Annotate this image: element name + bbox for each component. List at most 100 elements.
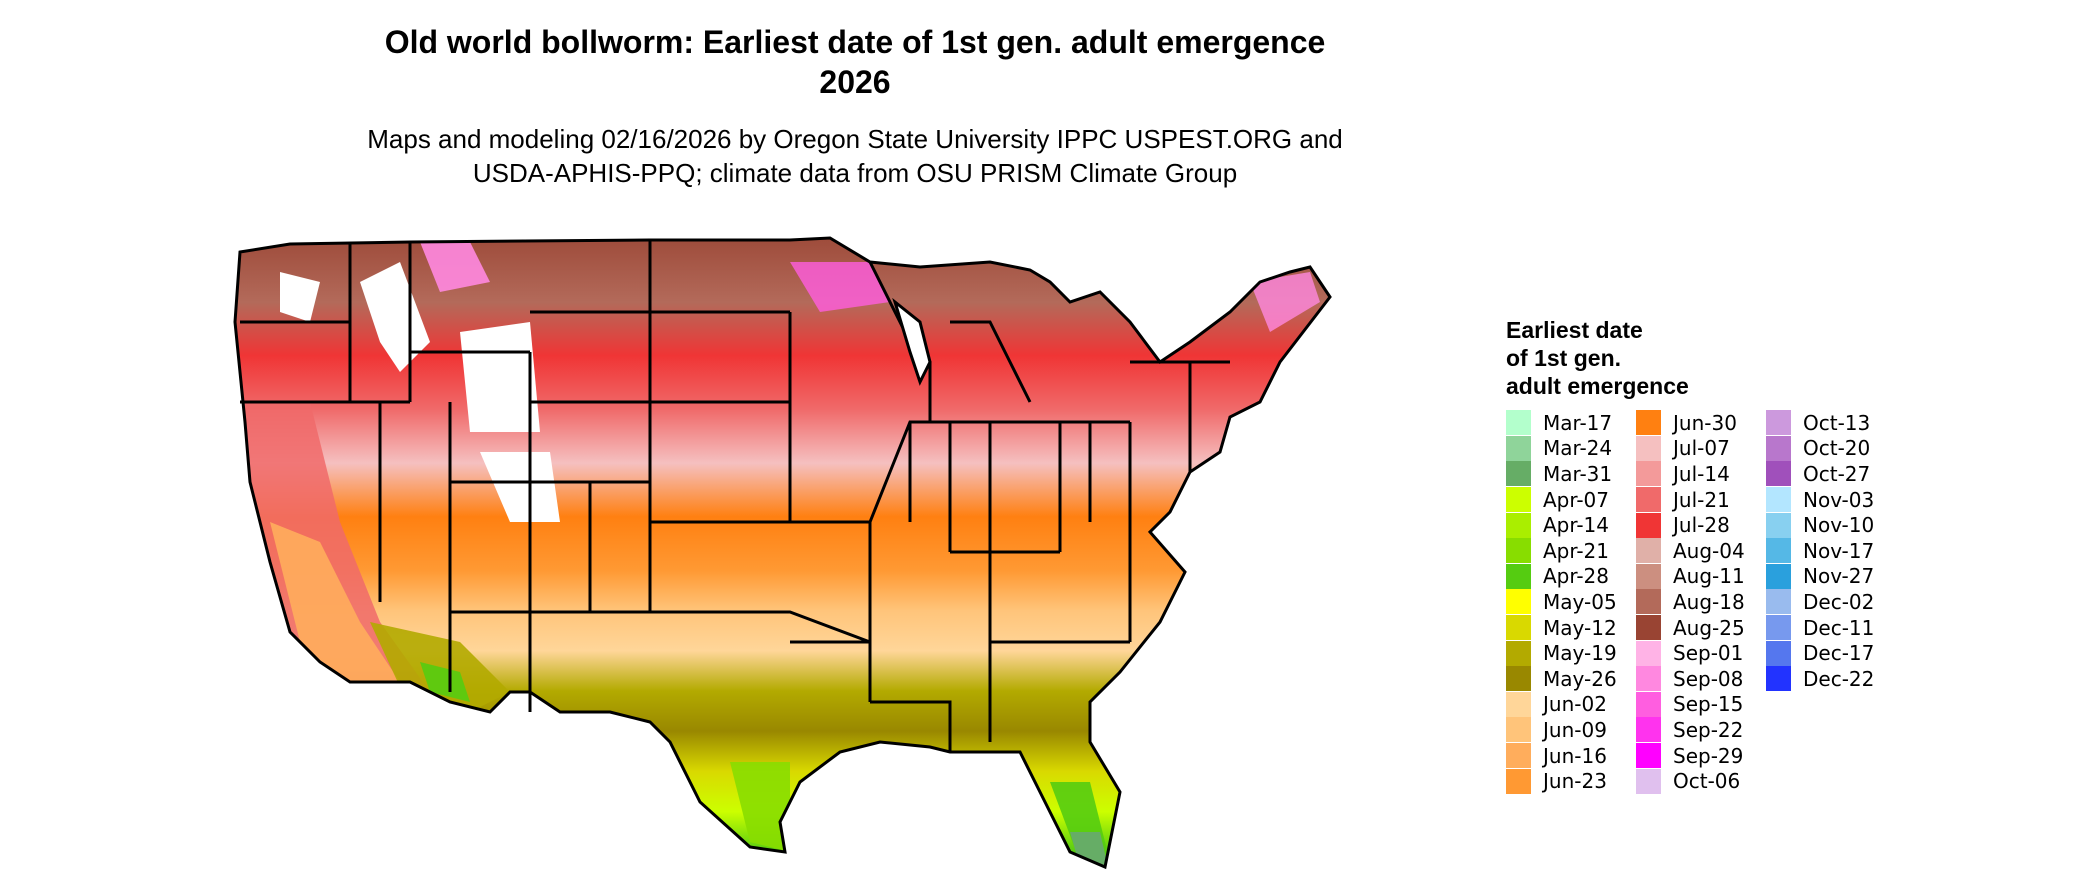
legend-swatch — [1766, 615, 1791, 641]
legend-item-sep-22: Sep-22 — [1636, 717, 1766, 743]
legend-item-oct-13: Oct-13 — [1766, 410, 1896, 436]
legend-swatch — [1506, 512, 1531, 538]
legend-item-sep-29: Sep-29 — [1636, 743, 1766, 769]
legend-label: May-05 — [1543, 589, 1617, 614]
legend-item-apr-14: Apr-14 — [1506, 512, 1636, 538]
legend-swatch — [1766, 589, 1791, 615]
legend-swatch — [1506, 666, 1531, 692]
legend-label: May-19 — [1543, 641, 1617, 666]
legend-label: Jul-28 — [1673, 513, 1730, 538]
map-title-year: 2026 — [819, 64, 891, 100]
legend-label: Apr-14 — [1543, 513, 1609, 538]
legend-item-jun-02: Jun-02 — [1506, 691, 1636, 718]
legend-swatch — [1506, 589, 1531, 615]
maine-zone — [1250, 272, 1320, 332]
legend-swatch — [1506, 410, 1531, 436]
legend-label: Dec-17 — [1803, 641, 1875, 666]
legend-swatch — [1636, 768, 1661, 794]
legend-item-jul-28: Jul-28 — [1636, 512, 1766, 538]
map-title: Old world bollworm: Earliest date of 1st… — [384, 24, 1326, 60]
legend-item-jul-21: Jul-21 — [1636, 487, 1766, 513]
california-valley-zone — [270, 522, 400, 682]
legend-title: Earliest date of 1st gen. adult emergenc… — [1506, 316, 1926, 400]
legend-label: Jul-07 — [1673, 436, 1730, 461]
legend-label: Sep-15 — [1673, 692, 1744, 717]
legend-item-nov-03: Nov-03 — [1766, 487, 1896, 513]
state-boundaries — [233, 236, 1332, 869]
legend-swatch — [1506, 717, 1531, 743]
legend-item-may-12: May-12 — [1506, 615, 1636, 641]
legend-item-dec-11: Dec-11 — [1766, 615, 1896, 641]
legend-label: Aug-25 — [1673, 615, 1745, 640]
legend-column-2: Jun-30 Jul-07 Jul-14 Jul-21 Jul-28 Aug-04 Aug-… — [1636, 410, 1766, 794]
legend-swatch — [1636, 410, 1661, 436]
legend-label: Oct-06 — [1673, 769, 1741, 794]
legend-item-jun-09: Jun-09 — [1506, 717, 1636, 743]
legend-label: Aug-11 — [1673, 564, 1745, 589]
legend-swatch — [1506, 435, 1531, 461]
legend-title-line-1: Earliest date — [1506, 317, 1643, 343]
legend-label: Oct-27 — [1803, 461, 1871, 486]
legend-swatch — [1506, 563, 1531, 589]
legend-label: May-26 — [1543, 666, 1617, 691]
legend-item-may-05: May-05 — [1506, 589, 1636, 615]
legend-swatch — [1636, 666, 1661, 692]
legend-swatch — [1636, 640, 1661, 666]
map-legend: Earliest date of 1st gen. adult emergenc… — [1506, 316, 1926, 890]
legend-swatch — [1766, 640, 1791, 666]
legend-column-3: Oct-13 Oct-20 Oct-27 Nov-03 Nov-10 Nov-17 Nov-… — [1766, 410, 1896, 692]
high-elevation-colorado — [480, 452, 560, 522]
legend-swatch — [1636, 691, 1661, 717]
legend-swatch — [1636, 743, 1661, 769]
high-elevation-wyoming — [460, 322, 540, 432]
legend-item-sep-15: Sep-15 — [1636, 691, 1766, 718]
legend-label: Sep-08 — [1673, 666, 1744, 691]
western-state-lines — [240, 242, 410, 602]
legend-label: Jun-02 — [1543, 692, 1607, 717]
legend-item-mar-31: Mar-31 — [1506, 461, 1636, 487]
legend-swatch — [1636, 717, 1661, 743]
legend-swatch — [1766, 435, 1791, 461]
legend-item-may-19: May-19 — [1506, 640, 1636, 666]
legend-swatch — [1506, 538, 1531, 564]
legend-item-may-26: May-26 — [1506, 666, 1636, 692]
legend-label: Aug-18 — [1673, 589, 1745, 614]
legend-item-nov-17: Nov-17 — [1766, 538, 1896, 564]
legend-label: Sep-22 — [1673, 717, 1744, 742]
plains-state-lines — [530, 240, 871, 644]
legend-swatch — [1766, 487, 1791, 513]
legend-swatch — [1506, 640, 1531, 666]
legend-label: Sep-01 — [1673, 641, 1744, 666]
legend-item-oct-06: Oct-06 — [1636, 768, 1766, 794]
legend-swatch — [1766, 461, 1791, 487]
legend-item-jun-30: Jun-30 — [1636, 410, 1766, 436]
map-subtitle-line-1: Maps and modeling 02/16/2026 by Oregon S… — [367, 124, 1343, 154]
legend-label: Nov-27 — [1803, 564, 1875, 589]
legend-swatch — [1506, 487, 1531, 513]
legend-label: Jun-09 — [1543, 717, 1607, 742]
legend-label: Nov-10 — [1803, 513, 1875, 538]
legend-label: Nov-17 — [1803, 538, 1875, 563]
legend-item-aug-04: Aug-04 — [1636, 538, 1766, 564]
legend-swatch — [1766, 538, 1791, 564]
legend-item-aug-11: Aug-11 — [1636, 563, 1766, 590]
legend-item-mar-17: Mar-17 — [1506, 410, 1636, 436]
legend-item-aug-18: Aug-18 — [1636, 589, 1766, 615]
legend-item-jul-07: Jul-07 — [1636, 435, 1766, 462]
legend-label: Jul-21 — [1673, 487, 1730, 512]
legend-swatch — [1766, 410, 1791, 436]
legend-swatch — [1636, 512, 1661, 538]
legend-item-dec-22: Dec-22 — [1766, 666, 1896, 692]
legend-item-mar-24: Mar-24 — [1506, 435, 1636, 462]
legend-label: Oct-13 — [1803, 410, 1871, 435]
legend-swatch — [1506, 461, 1531, 487]
legend-label: Apr-07 — [1543, 487, 1609, 512]
legend-label: Jun-16 — [1543, 743, 1607, 768]
emergence-raster — [235, 238, 1330, 867]
mountain-state-lines — [408, 242, 650, 712]
legend-swatch — [1636, 461, 1661, 487]
legend-swatch — [1636, 487, 1661, 513]
us-emergence-map — [230, 222, 1470, 892]
legend-swatch — [1766, 512, 1791, 538]
legend-label: Apr-28 — [1543, 564, 1609, 589]
